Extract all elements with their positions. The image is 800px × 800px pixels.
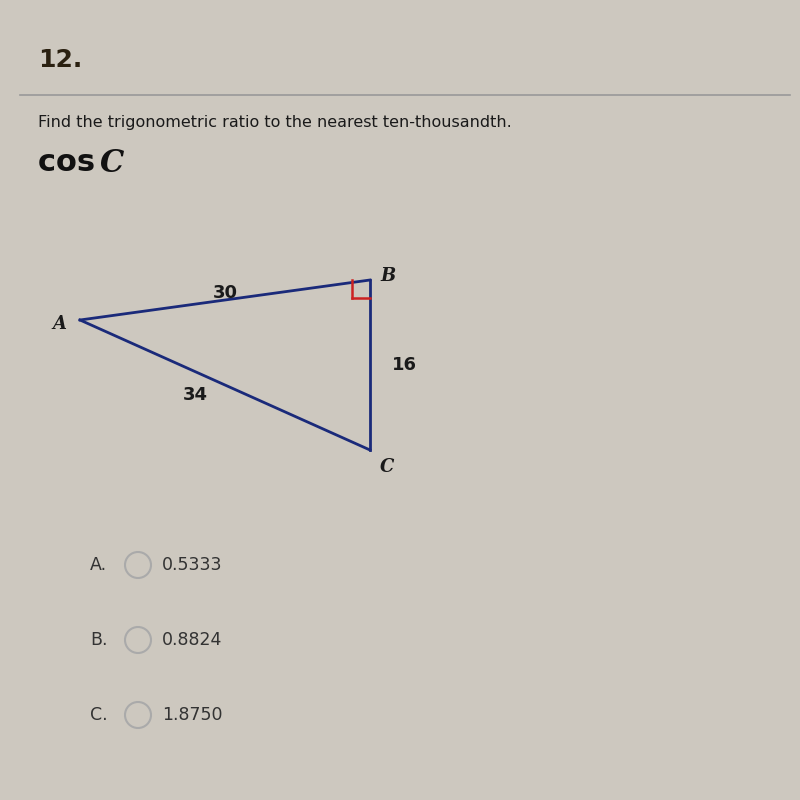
Text: 0.5333: 0.5333 [162, 556, 222, 574]
Text: 1.8750: 1.8750 [162, 706, 222, 724]
Text: B.: B. [90, 631, 107, 649]
Text: 0.8824: 0.8824 [162, 631, 222, 649]
Text: 34: 34 [182, 386, 207, 404]
Text: 16: 16 [392, 356, 417, 374]
Text: C.: C. [90, 706, 108, 724]
Text: Find the trigonometric ratio to the nearest ten-thousandth.: Find the trigonometric ratio to the near… [38, 115, 512, 130]
Text: C: C [380, 458, 394, 476]
Text: A.: A. [90, 556, 107, 574]
Text: A: A [52, 315, 66, 333]
Text: C: C [100, 148, 124, 179]
Text: cos: cos [38, 148, 106, 177]
Text: 30: 30 [213, 284, 238, 302]
Text: B: B [380, 267, 395, 285]
Text: 12.: 12. [38, 48, 82, 72]
